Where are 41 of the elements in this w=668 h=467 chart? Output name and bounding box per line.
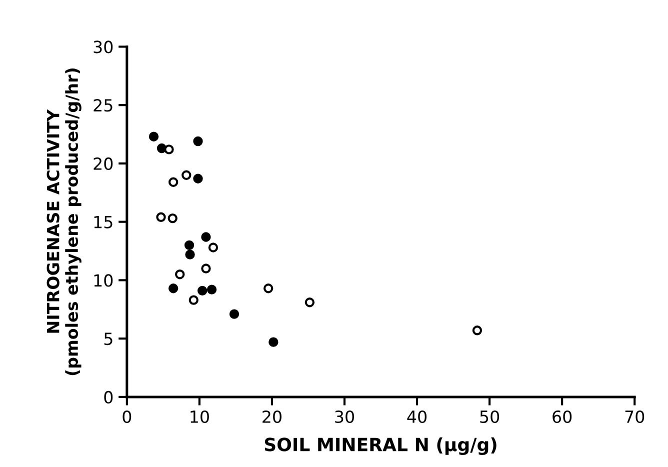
point	[198, 286, 208, 296]
x-tick-label: 50	[480, 410, 500, 424]
point	[182, 170, 192, 180]
y-tick-label: 25	[94, 99, 112, 112]
point	[201, 264, 211, 274]
point	[304, 298, 315, 308]
x-tick-label: 30	[335, 410, 354, 424]
point	[201, 232, 211, 242]
point	[188, 295, 198, 305]
y-tick-label: 15	[94, 216, 112, 228]
y-tick-label: 10	[94, 274, 113, 287]
x-axis-title: SOIL MINERAL N (μg/g)	[264, 437, 496, 455]
point	[472, 326, 482, 336]
x-tick-label: 0	[122, 410, 132, 424]
y-tick-label: 5	[104, 332, 112, 346]
point	[268, 337, 278, 347]
point	[168, 213, 178, 224]
point	[168, 177, 178, 187]
point	[175, 270, 185, 280]
x-tick-label: 40	[407, 410, 427, 424]
x-tick-label: 10	[190, 410, 209, 424]
point	[185, 250, 195, 260]
x-tick-label: 60	[552, 410, 572, 424]
point	[156, 143, 167, 154]
point	[229, 309, 240, 319]
y-tick-label: 0	[104, 390, 113, 404]
point	[206, 284, 217, 294]
x-tick-label: 70	[625, 410, 644, 424]
point	[184, 240, 194, 250]
point	[193, 174, 203, 184]
y-tick-label: 30	[94, 40, 113, 54]
point	[263, 284, 274, 294]
point	[193, 136, 203, 146]
y-axis-title: NITROGENASE ACTIVITY (pmoles ethylene produced/g/hr)	[46, 68, 82, 376]
x-tick-label: 20	[262, 410, 282, 424]
point	[156, 212, 166, 222]
point	[164, 144, 174, 154]
point	[208, 242, 218, 252]
point	[168, 284, 178, 294]
y-tick-label: 20	[94, 157, 113, 170]
point	[148, 132, 159, 142]
